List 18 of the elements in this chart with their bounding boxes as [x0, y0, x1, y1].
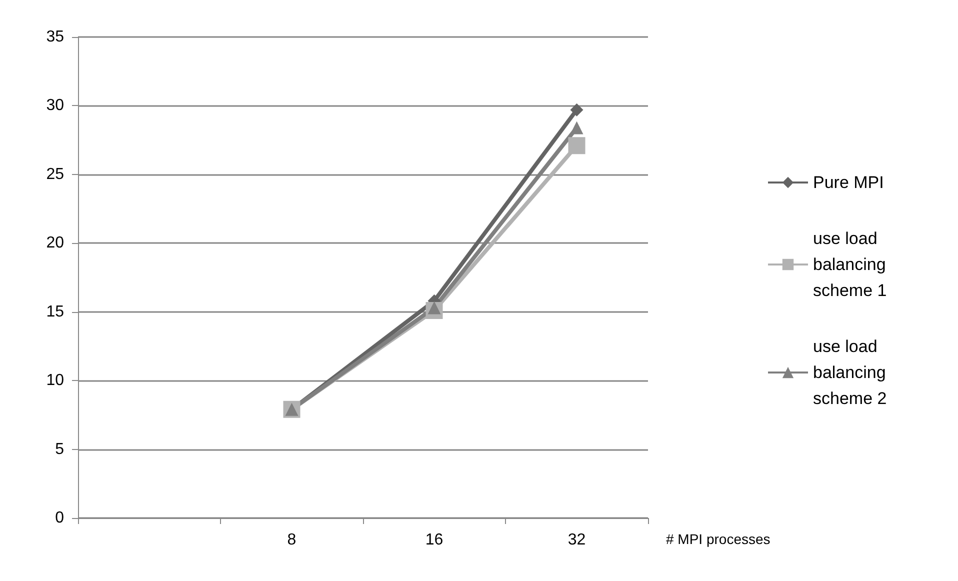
x-tick-label: 8 — [287, 532, 296, 548]
point — [570, 121, 584, 134]
y-tick-label: 15 — [46, 303, 64, 320]
point — [570, 103, 584, 116]
y-tick-label: 0 — [55, 510, 64, 526]
y-tick-label: 30 — [46, 97, 64, 114]
x-tick-label: 16 — [425, 532, 444, 548]
y-tick-label: 20 — [46, 234, 64, 252]
point — [568, 137, 586, 154]
y-tick-label: 5 — [55, 440, 64, 458]
legend-label: use load balancing scheme 2 — [813, 337, 891, 408]
x-tick-label: 32 — [568, 532, 586, 548]
y-tick-label: 25 — [46, 166, 64, 183]
y-tick-label: 10 — [46, 372, 64, 390]
x-axis-title: # MPI processes — [666, 531, 770, 547]
legend-label: use load balancing scheme 1 — [813, 229, 891, 300]
legend-label: Pure MPI — [813, 173, 884, 192]
y-tick-label: 35 — [46, 28, 64, 46]
